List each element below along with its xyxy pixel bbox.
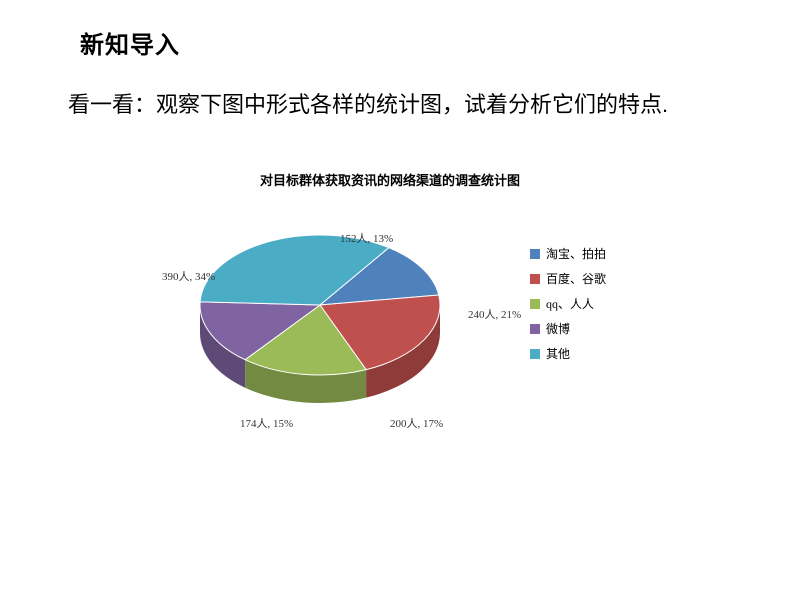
data-label-0: 152人, 13% xyxy=(340,230,393,246)
legend: 淘宝、拍拍 百度、谷歌 qq、人人 微博 其他 xyxy=(530,245,606,370)
legend-item-2: qq、人人 xyxy=(530,295,606,312)
data-label-3: 174人, 15% xyxy=(240,415,293,431)
page-heading: 新知导入 xyxy=(80,25,180,60)
legend-label-3: 微博 xyxy=(546,320,570,337)
legend-item-4: 其他 xyxy=(530,345,606,362)
legend-item-1: 百度、谷歌 xyxy=(530,270,606,287)
data-label-4: 390人, 34% xyxy=(162,268,215,284)
data-label-2: 200人, 17% xyxy=(390,415,443,431)
legend-label-0: 淘宝、拍拍 xyxy=(546,245,606,262)
legend-label-1: 百度、谷歌 xyxy=(546,270,606,287)
pie-chart: 152人, 13% 240人, 21% 200人, 17% 174人, 15% … xyxy=(180,210,460,420)
chart-area: 对目标群体获取资讯的网络渠道的调查统计图 152人, 13% 240人, 21%… xyxy=(130,170,690,440)
legend-box-0 xyxy=(530,249,540,259)
legend-item-0: 淘宝、拍拍 xyxy=(530,245,606,262)
legend-label-4: 其他 xyxy=(546,345,570,362)
legend-item-3: 微博 xyxy=(530,320,606,337)
chart-title: 对目标群体获取资讯的网络渠道的调查统计图 xyxy=(90,170,690,189)
pie-svg xyxy=(180,210,460,430)
data-label-1: 240人, 21% xyxy=(468,306,521,322)
legend-box-2 xyxy=(530,299,540,309)
legend-box-3 xyxy=(530,324,540,334)
page-subtitle: 看一看：观察下图中形式各样的统计图，试着分析它们的特点. xyxy=(68,85,719,125)
legend-label-2: qq、人人 xyxy=(546,295,594,312)
legend-box-1 xyxy=(530,274,540,284)
slide: 新知导入 看一看：观察下图中形式各样的统计图，试着分析它们的特点. 对目标群体获… xyxy=(0,0,794,596)
legend-box-4 xyxy=(530,349,540,359)
